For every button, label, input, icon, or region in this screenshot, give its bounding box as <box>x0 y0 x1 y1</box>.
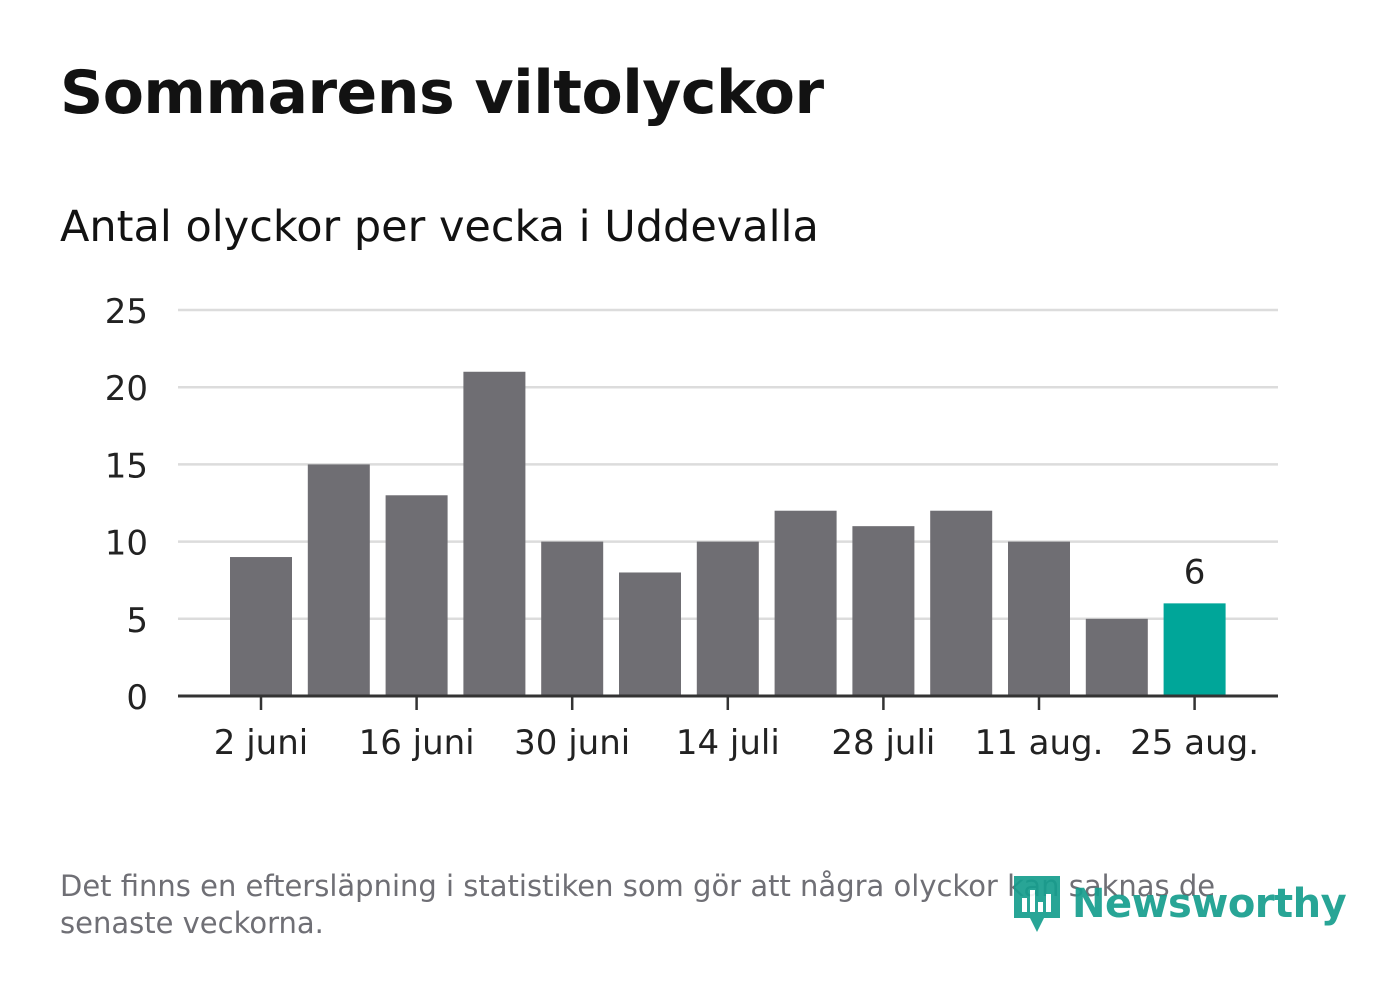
bar <box>852 526 915 696</box>
y-tick-label: 0 <box>126 678 148 718</box>
bar <box>230 557 292 696</box>
bar <box>696 541 759 696</box>
y-tick-label: 20 <box>105 369 148 409</box>
x-tick-label: 25 aug. <box>1130 723 1259 763</box>
bar <box>930 510 993 696</box>
bar <box>463 371 526 696</box>
bar <box>1085 618 1148 696</box>
brand-name: Newsworthy <box>1072 881 1347 927</box>
y-tick-label: 25 <box>105 292 148 332</box>
axes <box>178 694 1278 710</box>
bar <box>307 464 370 696</box>
x-tick-label: 30 juni <box>514 723 630 763</box>
brand-logo: Newsworthy <box>1010 872 1347 936</box>
chart-title: Sommarens viltolyckor <box>60 58 824 128</box>
chart-subtitle: Antal olyckor per vecka i Uddevalla <box>60 202 819 252</box>
bar <box>385 495 448 696</box>
labels: 0 5 10 15 20 25 6 2 juni 16 juni 30 juni 14 juli 28… <box>105 292 1259 763</box>
bar <box>1008 541 1070 696</box>
bar <box>1163 603 1226 696</box>
x-tick-label: 14 juli <box>676 723 780 763</box>
bar <box>774 510 837 696</box>
x-tick-label: 16 juni <box>359 723 475 763</box>
y-tick-label: 5 <box>126 601 148 641</box>
bars <box>230 371 1226 696</box>
x-tick-label: 2 juni <box>214 723 308 763</box>
x-tick-label: 11 aug. <box>975 723 1104 763</box>
y-tick-label: 10 <box>105 524 148 564</box>
x-tick-label: 28 juli <box>831 723 935 763</box>
data-label: 6 <box>1184 552 1206 592</box>
bar <box>619 572 681 696</box>
newsworthy-logo-icon <box>1014 876 1060 932</box>
bar <box>541 541 604 696</box>
y-tick-label: 15 <box>105 446 148 486</box>
